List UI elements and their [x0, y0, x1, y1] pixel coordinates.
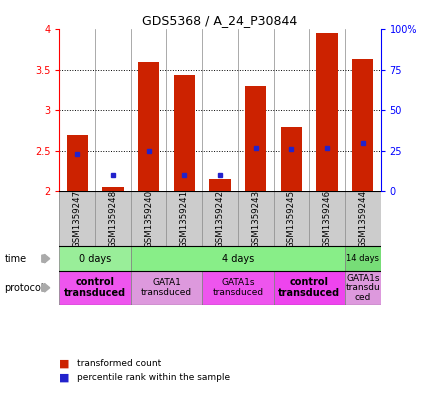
Bar — [345, 246, 381, 271]
Bar — [316, 33, 338, 191]
Text: GSM1359245: GSM1359245 — [287, 190, 296, 248]
Text: 4 days: 4 days — [222, 253, 254, 264]
Bar — [59, 246, 131, 271]
Bar — [352, 59, 374, 191]
Text: GSM1359243: GSM1359243 — [251, 190, 260, 248]
Text: GSM1359242: GSM1359242 — [216, 190, 224, 248]
Bar — [274, 271, 345, 305]
Bar — [131, 271, 202, 305]
Title: GDS5368 / A_24_P30844: GDS5368 / A_24_P30844 — [143, 14, 297, 27]
Text: GATA1
transduced: GATA1 transduced — [141, 278, 192, 297]
Text: time: time — [4, 253, 26, 264]
Text: transformed count: transformed count — [77, 359, 161, 368]
Text: GATA1s
transduced: GATA1s transduced — [212, 278, 264, 297]
Text: control
transduced: control transduced — [278, 277, 340, 298]
Bar — [59, 271, 131, 305]
Text: GSM1359244: GSM1359244 — [358, 190, 367, 248]
Text: 14 days: 14 days — [346, 254, 379, 263]
Text: GSM1359247: GSM1359247 — [73, 190, 82, 248]
Text: GSM1359240: GSM1359240 — [144, 190, 153, 248]
Text: GATA1s
transdu
ced: GATA1s transdu ced — [345, 274, 380, 302]
Text: ■: ■ — [59, 372, 70, 382]
Bar — [345, 271, 381, 305]
Bar — [131, 246, 345, 271]
Text: protocol: protocol — [4, 283, 44, 293]
Text: percentile rank within the sample: percentile rank within the sample — [77, 373, 230, 382]
Text: GSM1359241: GSM1359241 — [180, 190, 189, 248]
Bar — [245, 86, 266, 191]
Text: ■: ■ — [59, 358, 70, 369]
Bar — [102, 187, 124, 191]
Bar — [202, 271, 274, 305]
Bar — [66, 135, 88, 191]
Text: GSM1359248: GSM1359248 — [108, 190, 117, 248]
Bar — [281, 127, 302, 191]
Bar — [174, 75, 195, 191]
Bar — [138, 62, 159, 191]
Text: control
transduced: control transduced — [64, 277, 126, 298]
Text: GSM1359246: GSM1359246 — [323, 190, 332, 248]
Bar — [209, 179, 231, 191]
Text: 0 days: 0 days — [79, 253, 111, 264]
